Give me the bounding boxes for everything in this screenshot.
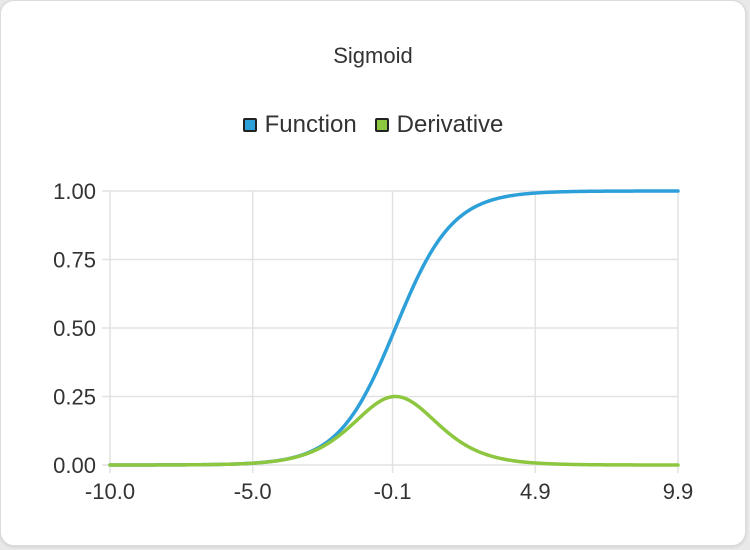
x-tick-label: 9.9 [663, 479, 694, 504]
legend-label-function: Function [264, 111, 357, 138]
y-tick-label: 0.25 [53, 385, 96, 410]
y-tick-label: 0.75 [53, 248, 96, 273]
legend-item-function[interactable]: Function [242, 111, 357, 139]
x-tick-label: -10.0 [85, 479, 135, 504]
legend-label-derivative: Derivative [396, 111, 504, 138]
legend-swatch-function [242, 118, 257, 132]
legend-swatch-derivative [374, 118, 389, 132]
legend: Function Derivative [1, 111, 745, 139]
y-tick-label: 0.50 [53, 316, 96, 341]
y-tick-label: 0.00 [53, 453, 96, 478]
x-tick-label: -5.0 [234, 479, 272, 504]
x-tick-label: 4.9 [520, 479, 551, 504]
series-line-derivative [108, 394, 680, 467]
x-tick-label: -0.1 [374, 479, 412, 504]
legend-item-derivative[interactable]: Derivative [374, 111, 504, 139]
chart-title: Sigmoid [333, 43, 413, 68]
y-tick-label: 1.00 [53, 179, 96, 204]
